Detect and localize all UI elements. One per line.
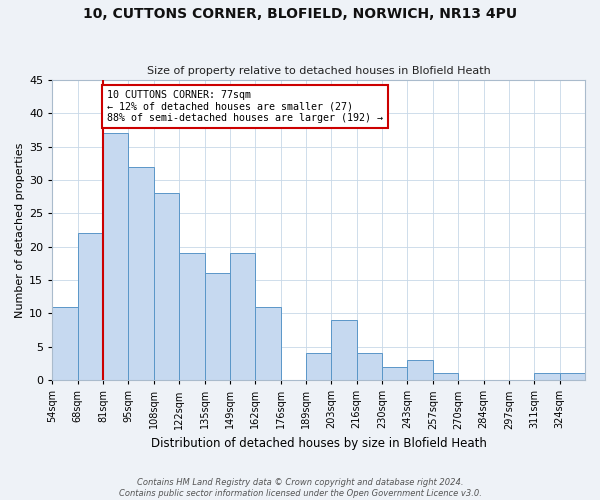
- Text: 10, CUTTONS CORNER, BLOFIELD, NORWICH, NR13 4PU: 10, CUTTONS CORNER, BLOFIELD, NORWICH, N…: [83, 8, 517, 22]
- Bar: [560, 374, 585, 380]
- Bar: [357, 354, 382, 380]
- Text: 10 CUTTONS CORNER: 77sqm
← 12% of detached houses are smaller (27)
88% of semi-d: 10 CUTTONS CORNER: 77sqm ← 12% of detach…: [107, 90, 383, 124]
- Bar: [534, 374, 560, 380]
- Bar: [255, 307, 281, 380]
- Title: Size of property relative to detached houses in Blofield Heath: Size of property relative to detached ho…: [147, 66, 491, 76]
- Bar: [154, 194, 179, 380]
- Bar: [128, 166, 154, 380]
- Bar: [77, 234, 103, 380]
- Bar: [52, 307, 77, 380]
- Bar: [433, 374, 458, 380]
- Bar: [407, 360, 433, 380]
- Bar: [179, 254, 205, 380]
- Bar: [230, 254, 255, 380]
- Bar: [205, 274, 230, 380]
- Bar: [306, 354, 331, 380]
- Bar: [103, 134, 128, 380]
- Y-axis label: Number of detached properties: Number of detached properties: [15, 142, 25, 318]
- X-axis label: Distribution of detached houses by size in Blofield Heath: Distribution of detached houses by size …: [151, 437, 487, 450]
- Bar: [331, 320, 357, 380]
- Bar: [382, 367, 407, 380]
- Text: Contains HM Land Registry data © Crown copyright and database right 2024.
Contai: Contains HM Land Registry data © Crown c…: [119, 478, 481, 498]
